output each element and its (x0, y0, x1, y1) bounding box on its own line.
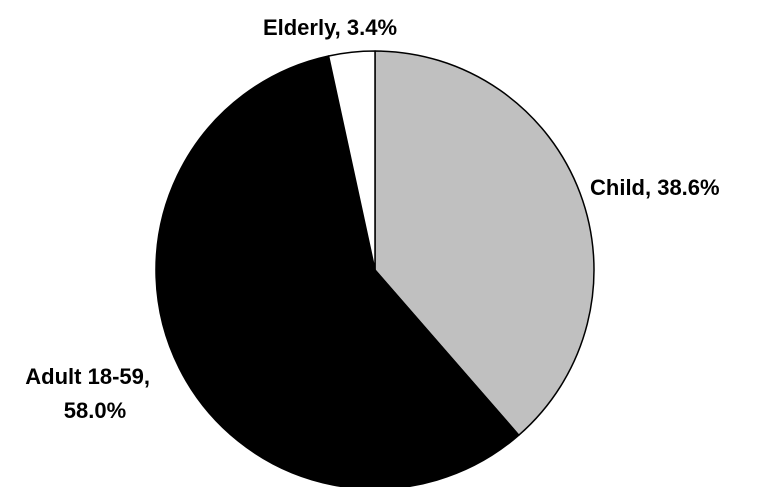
label-adult-line2: 58.0% (64, 398, 126, 423)
label-adult-line1: Adult 18-59, (25, 364, 150, 389)
slice-elderly (327, 50, 376, 271)
pie-slices (155, 50, 595, 487)
slice-child (374, 50, 595, 436)
label-elderly: Elderly, 3.4% (263, 15, 397, 40)
slice-adult (155, 55, 520, 487)
label-child: Child, 38.6% (590, 175, 720, 200)
slice-labels: Child, 38.6% Adult 18-59, 58.0% Elderly,… (25, 15, 719, 423)
